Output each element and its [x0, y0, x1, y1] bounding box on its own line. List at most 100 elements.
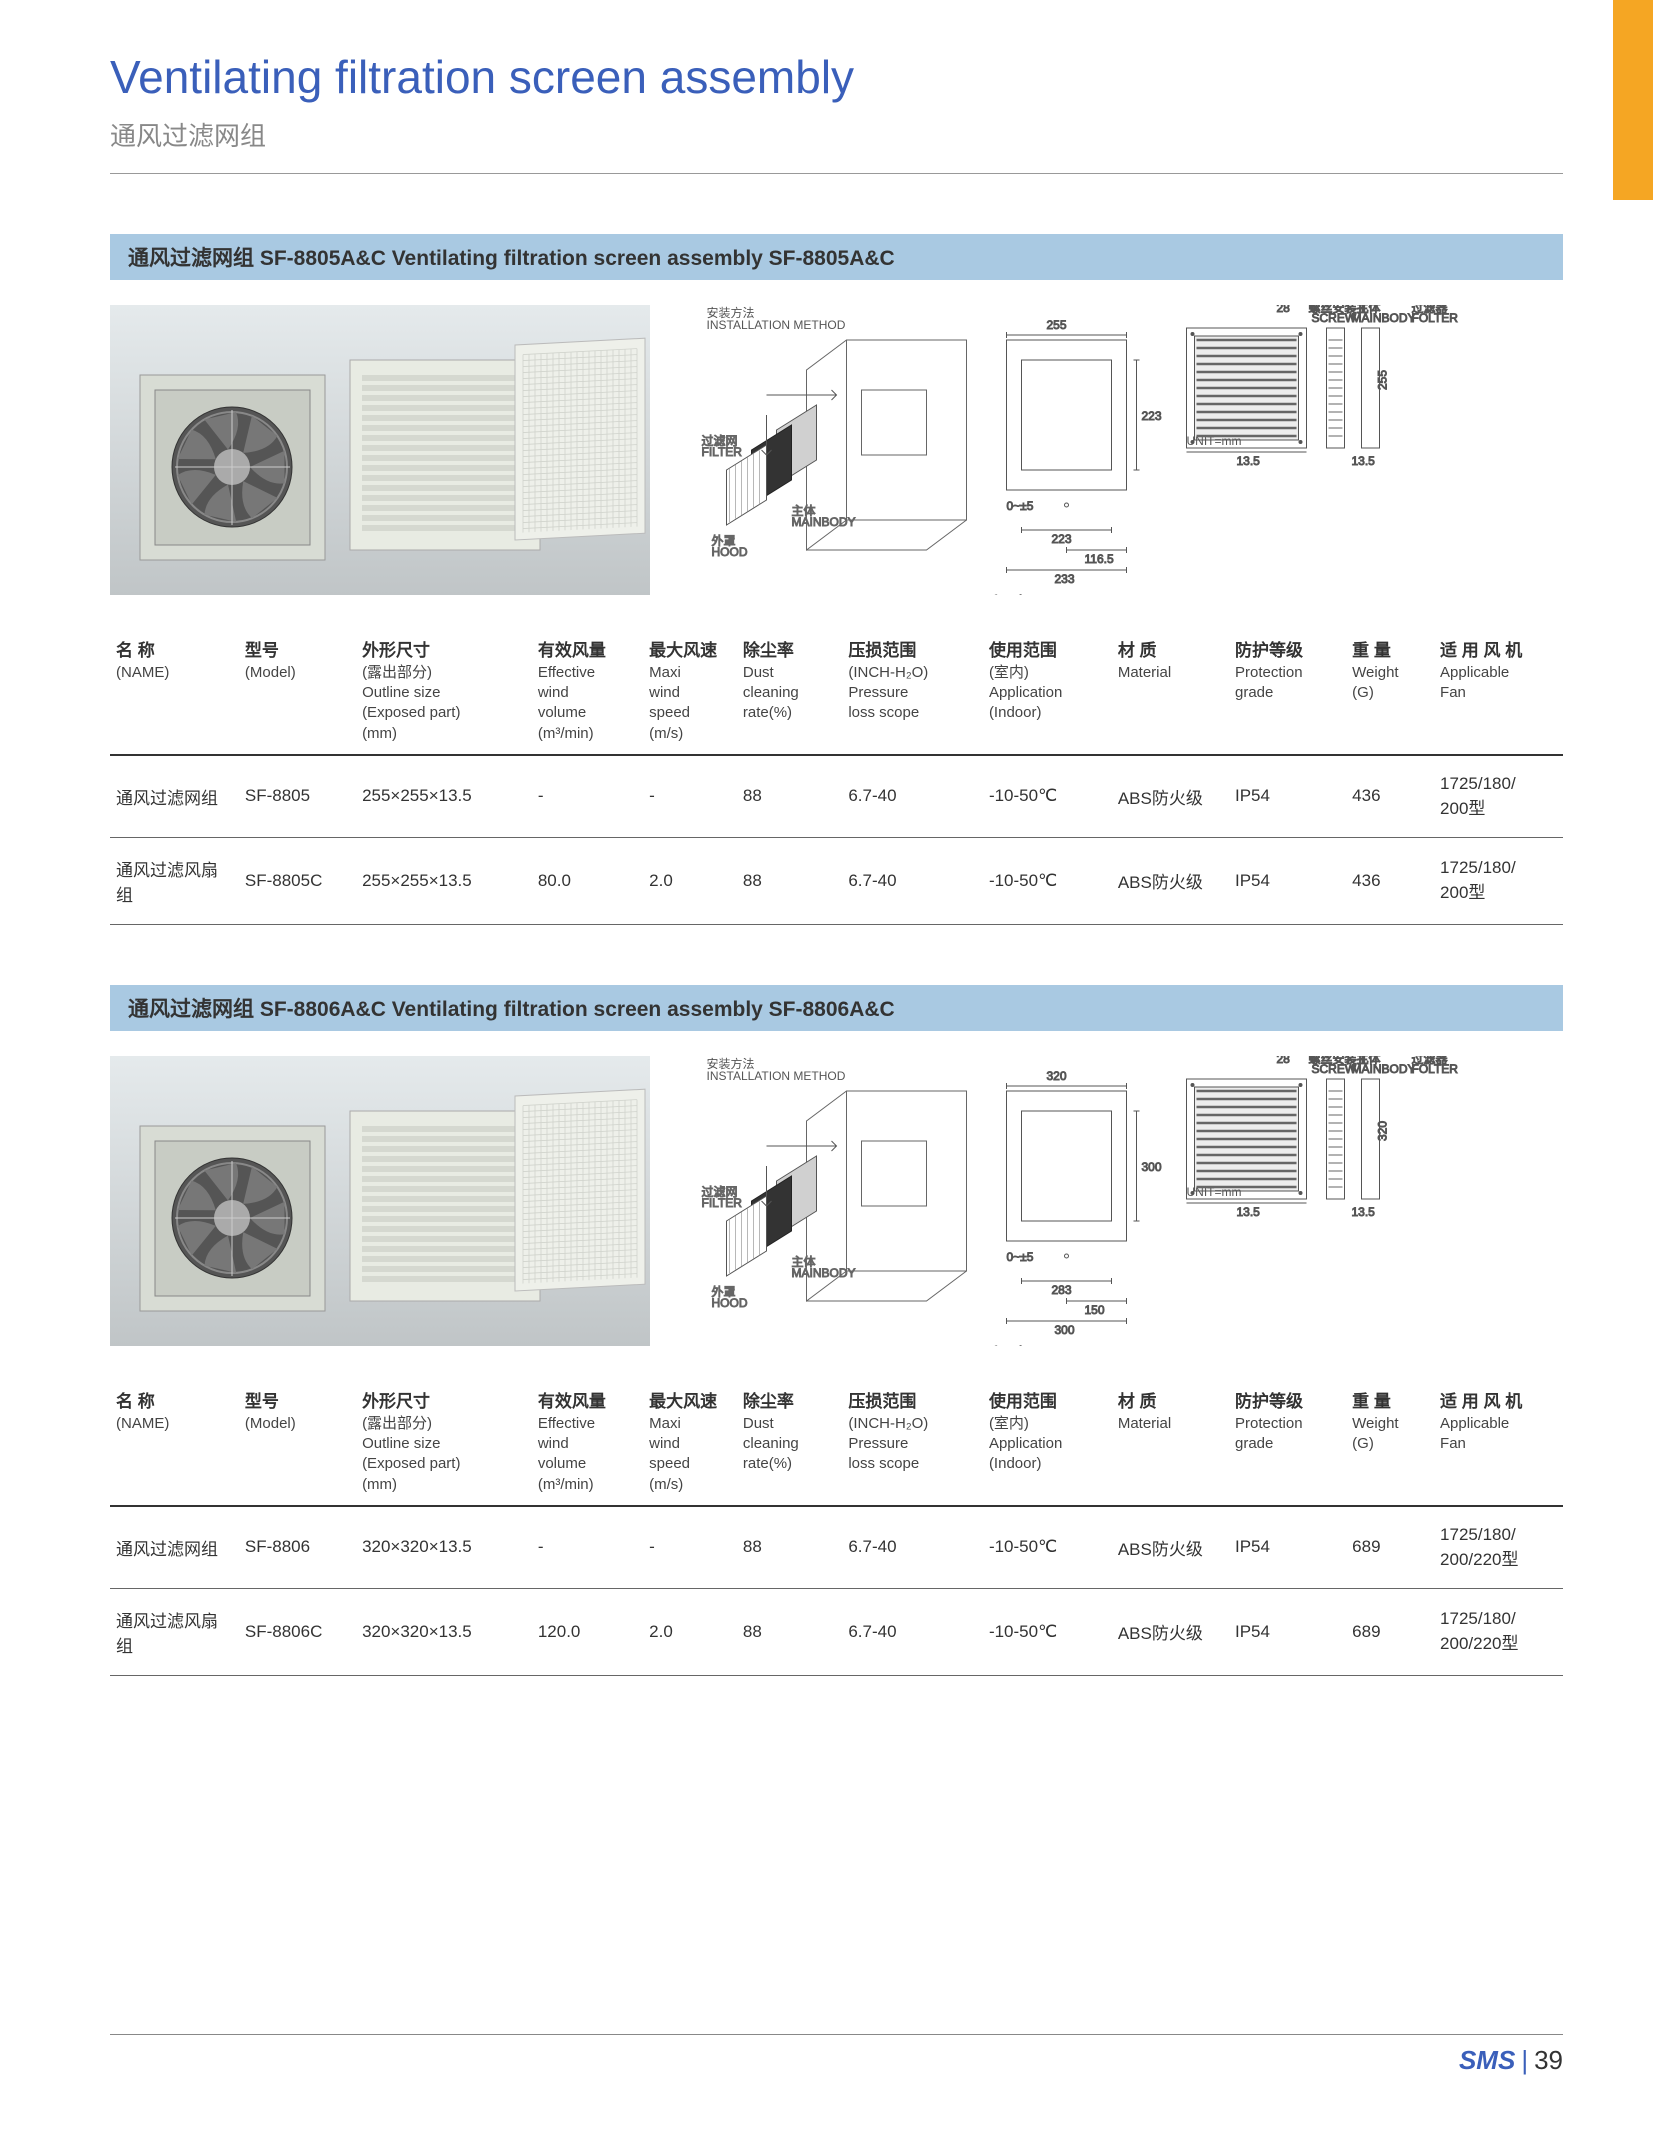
spec-table: 名 称(NAME)型号(Model)外形尺寸(露出部分)Outline size…: [110, 1381, 1563, 1676]
section-header: 通风过滤网组 SF-8806A&C Ventilating filtration…: [110, 985, 1563, 1031]
svg-text:INSTALLATION METHOD: INSTALLATION METHOD: [707, 318, 846, 332]
table-cell: -10-50℃: [983, 1588, 1112, 1675]
table-cell: 通风过滤风扇组: [110, 837, 239, 924]
table-header: 外形尺寸(露出部分)Outline size(Exposed part)(mm): [356, 630, 532, 755]
table-header: 外形尺寸(露出部分)Outline size(Exposed part)(mm): [356, 1381, 532, 1506]
table-cell: 1725/180/200型: [1434, 755, 1563, 838]
table-cell: 88: [737, 1506, 842, 1589]
table-cell: 通风过滤风扇组: [110, 1588, 239, 1675]
svg-text:223: 223: [1142, 409, 1162, 423]
table-cell: IP54: [1229, 1506, 1346, 1589]
table-cell: ABS防火级: [1112, 837, 1229, 924]
table-header: 名 称(NAME): [110, 1381, 239, 1506]
table-cell: 689: [1346, 1506, 1434, 1589]
svg-text:233: 233: [1055, 572, 1075, 586]
svg-text:MAINBODY: MAINBODY: [1352, 1062, 1416, 1076]
svg-text:开孔尺寸: 开孔尺寸: [977, 1345, 1025, 1346]
table-header: 名 称(NAME): [110, 630, 239, 755]
svg-text:0~±5: 0~±5: [1007, 1250, 1034, 1264]
table-cell: 2.0: [643, 1588, 737, 1675]
table-cell: IP54: [1229, 755, 1346, 838]
product-photo-svg: [110, 1056, 650, 1346]
product-section: 通风过滤网组 SF-8805A&C Ventilating filtration…: [110, 234, 1563, 925]
figure-area: 安装方法 INSTALLATION METHOD 过滤网 FILTER 主体 M…: [110, 305, 1563, 600]
table-header: 型号(Model): [239, 630, 356, 755]
table-cell: 436: [1346, 837, 1434, 924]
table-header: 有效风量Effectivewindvolume(m³/min): [532, 1381, 643, 1506]
svg-text:13.5: 13.5: [1352, 1205, 1376, 1219]
table-cell: 1725/180/200型: [1434, 837, 1563, 924]
svg-text:HOOD: HOOD: [712, 545, 748, 559]
table-cell: ABS防火级: [1112, 1588, 1229, 1675]
page-title-en: Ventilating filtration screen assembly: [110, 40, 1563, 104]
table-header: 防护等级Protectiongrade: [1229, 630, 1346, 755]
svg-text:0~±5: 0~±5: [1007, 499, 1034, 513]
table-cell: 1725/180/200/220型: [1434, 1588, 1563, 1675]
table-row: 通风过滤风扇组SF-8806C320×320×13.5120.02.0886.7…: [110, 1588, 1563, 1675]
table-header: 适 用 风 机ApplicableFan: [1434, 630, 1563, 755]
figure-area: 安装方法 INSTALLATION METHOD 过滤网 FILTER 主体 M…: [110, 1056, 1563, 1351]
table-header: 最大风速Maxiwindspeed(m/s): [643, 1381, 737, 1506]
svg-text:255: 255: [1376, 370, 1390, 390]
page: Ventilating filtration screen assembly 通…: [0, 0, 1653, 2136]
svg-text:HOOD: HOOD: [712, 1296, 748, 1310]
table-cell: 1725/180/200/220型: [1434, 1506, 1563, 1589]
product-photo-svg: [110, 305, 650, 595]
table-cell: 6.7-40: [842, 1588, 983, 1675]
svg-text:FILTER: FILTER: [702, 445, 743, 459]
table-cell: -: [643, 1506, 737, 1589]
svg-text:MAINBODY: MAINBODY: [792, 515, 856, 529]
svg-text:FILTER: FILTER: [702, 1196, 743, 1210]
svg-text:28: 28: [1277, 305, 1291, 315]
svg-text:320: 320: [1376, 1121, 1390, 1141]
product-photo: [110, 1056, 650, 1346]
table-cell: -10-50℃: [983, 837, 1112, 924]
svg-text:SCREW: SCREW: [1312, 1062, 1357, 1076]
table-cell: 88: [737, 837, 842, 924]
table-header: 重 量Weight(G): [1346, 1381, 1434, 1506]
svg-text:150: 150: [1085, 1303, 1105, 1317]
footer-sep: |: [1521, 2045, 1528, 2075]
svg-text:320: 320: [1047, 1069, 1067, 1083]
table-header: 有效风量Effectivewindvolume(m³/min): [532, 630, 643, 755]
table-cell: 88: [737, 755, 842, 838]
technical-diagram: 安装方法 INSTALLATION METHOD 过滤网 FILTER 主体 M…: [680, 305, 1563, 600]
svg-text:223: 223: [1052, 532, 1072, 546]
table-cell: IP54: [1229, 1588, 1346, 1675]
table-cell: -10-50℃: [983, 1506, 1112, 1589]
footer-brand: SMS: [1459, 2045, 1515, 2075]
svg-text:开孔尺寸: 开孔尺寸: [977, 594, 1025, 595]
table-cell: IP54: [1229, 837, 1346, 924]
table-cell: 689: [1346, 1588, 1434, 1675]
table-cell: ABS防火级: [1112, 755, 1229, 838]
table-header: 压损范围(INCH-H₂O)Pressureloss scope: [842, 1381, 983, 1506]
table-cell: 2.0: [643, 837, 737, 924]
table-header: 防护等级Protectiongrade: [1229, 1381, 1346, 1506]
table-cell: 6.7-40: [842, 755, 983, 838]
svg-text:MAINBODY: MAINBODY: [792, 1266, 856, 1280]
technical-diagram-svg: 安装方法 INSTALLATION METHOD 过滤网 FILTER 主体 M…: [680, 305, 1563, 595]
svg-text:255: 255: [1047, 318, 1067, 332]
product-section: 通风过滤网组 SF-8806A&C Ventilating filtration…: [110, 985, 1563, 1676]
table-cell: 6.7-40: [842, 837, 983, 924]
table-header: 压损范围(INCH-H₂O)Pressureloss scope: [842, 630, 983, 755]
table-cell: 通风过滤网组: [110, 755, 239, 838]
technical-diagram-svg: 安装方法 INSTALLATION METHOD 过滤网 FILTER 主体 M…: [680, 1056, 1563, 1346]
svg-text:13.5: 13.5: [1237, 454, 1261, 468]
table-header: 最大风速Maxiwindspeed(m/s): [643, 630, 737, 755]
technical-diagram: 安装方法 INSTALLATION METHOD 过滤网 FILTER 主体 M…: [680, 1056, 1563, 1351]
svg-text:FOLTER: FOLTER: [1412, 1062, 1459, 1076]
table-cell: 320×320×13.5: [356, 1588, 532, 1675]
svg-text:283: 283: [1052, 1283, 1072, 1297]
svg-text:116.5: 116.5: [1085, 552, 1114, 566]
table-cell: SF-8806: [239, 1506, 356, 1589]
svg-text:SCREW: SCREW: [1312, 311, 1357, 325]
page-footer: SMS|39: [110, 2034, 1563, 2076]
section-header: 通风过滤网组 SF-8805A&C Ventilating filtration…: [110, 234, 1563, 280]
table-cell: 320×320×13.5: [356, 1506, 532, 1589]
table-cell: -: [532, 1506, 643, 1589]
table-cell: SF-8806C: [239, 1588, 356, 1675]
svg-text:28: 28: [1277, 1056, 1291, 1066]
table-row: 通风过滤风扇组SF-8805C255×255×13.580.02.0886.7-…: [110, 837, 1563, 924]
table-header: 除尘率Dustcleaningrate(%): [737, 1381, 842, 1506]
